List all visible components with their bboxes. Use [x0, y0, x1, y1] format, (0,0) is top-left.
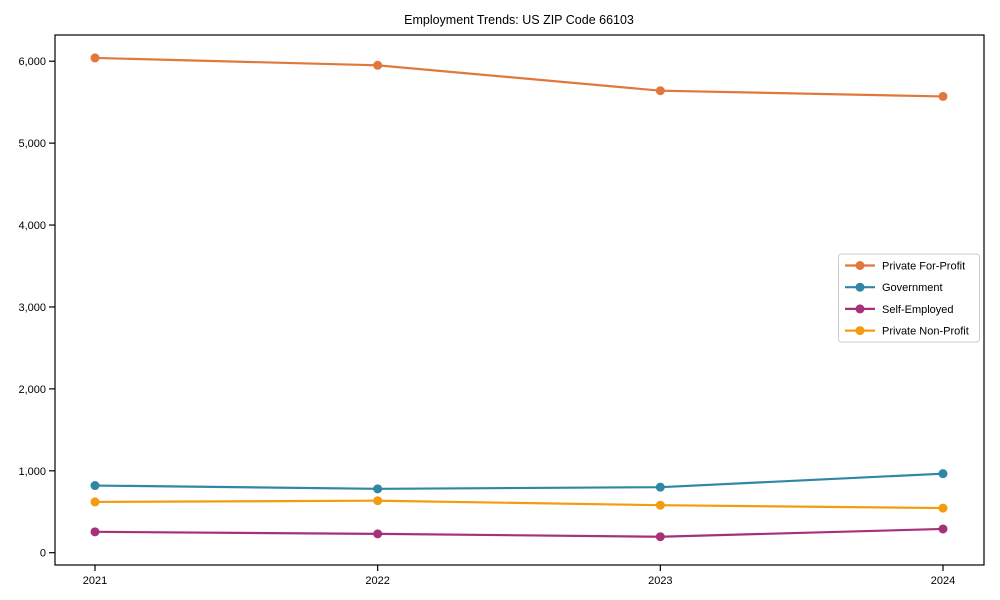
- series-layer: [90, 53, 948, 542]
- legend: Private For-Profit Government Self-Employe…: [838, 253, 980, 343]
- chart-title: Employment Trends: US ZIP Code 66103: [404, 13, 634, 27]
- data-point-government: [90, 481, 100, 491]
- data-point-private-non-profit: [655, 500, 665, 510]
- data-point-government: [938, 469, 948, 479]
- legend-marker-private-non-profit: [855, 326, 865, 336]
- x-tick-label: 2023: [648, 575, 672, 587]
- data-point-private-non-profit: [90, 497, 100, 507]
- y-tick-label: 5,000: [18, 138, 46, 150]
- y-tick-label: 1,000: [18, 466, 46, 478]
- legend-label-private-for-profit: Private For-Profit: [882, 261, 965, 273]
- data-point-private-for-profit: [938, 91, 948, 101]
- data-point-private-non-profit: [938, 503, 948, 513]
- y-tick-label: 0: [40, 548, 46, 560]
- legend-label-government: Government: [882, 282, 943, 294]
- data-point-self-employed: [373, 529, 383, 539]
- data-point-private-non-profit: [373, 496, 383, 506]
- y-tick-label: 3,000: [18, 302, 46, 314]
- x-tick-label: 2021: [83, 575, 107, 587]
- legend-box: [838, 253, 980, 343]
- y-tick-label: 6,000: [18, 56, 46, 68]
- legend-marker-self-employed: [855, 304, 865, 314]
- legend-label-private-non-profit: Private Non-Profit: [882, 326, 969, 338]
- data-point-private-for-profit: [90, 53, 100, 63]
- data-point-self-employed: [938, 524, 948, 534]
- data-point-self-employed: [90, 527, 100, 537]
- series-line-government: [93, 472, 945, 490]
- series-line-private-for-profit: [93, 56, 945, 98]
- data-point-self-employed: [655, 532, 665, 542]
- y-tick-label: 2,000: [18, 384, 46, 396]
- data-point-government: [655, 482, 665, 492]
- series-line-private-non-profit: [93, 499, 945, 510]
- legend-marker-private-for-profit: [855, 261, 865, 270]
- plot-area: 0 1,000 2,000 3,000 4,000 5,000 6,000 2021 2022 2…: [18, 34, 985, 587]
- legend-marker-government: [855, 282, 865, 292]
- data-point-private-for-profit: [373, 60, 383, 70]
- data-point-government: [373, 484, 383, 494]
- data-point-private-for-profit: [655, 86, 665, 96]
- plot-border: [54, 34, 985, 566]
- legend-label-self-employed: Self-Employed: [882, 304, 954, 316]
- x-tick-label: 2022: [365, 575, 389, 587]
- series-line-self-employed: [93, 527, 945, 538]
- x-tick-label: 2024: [931, 575, 955, 587]
- y-tick-label: 4,000: [18, 220, 46, 232]
